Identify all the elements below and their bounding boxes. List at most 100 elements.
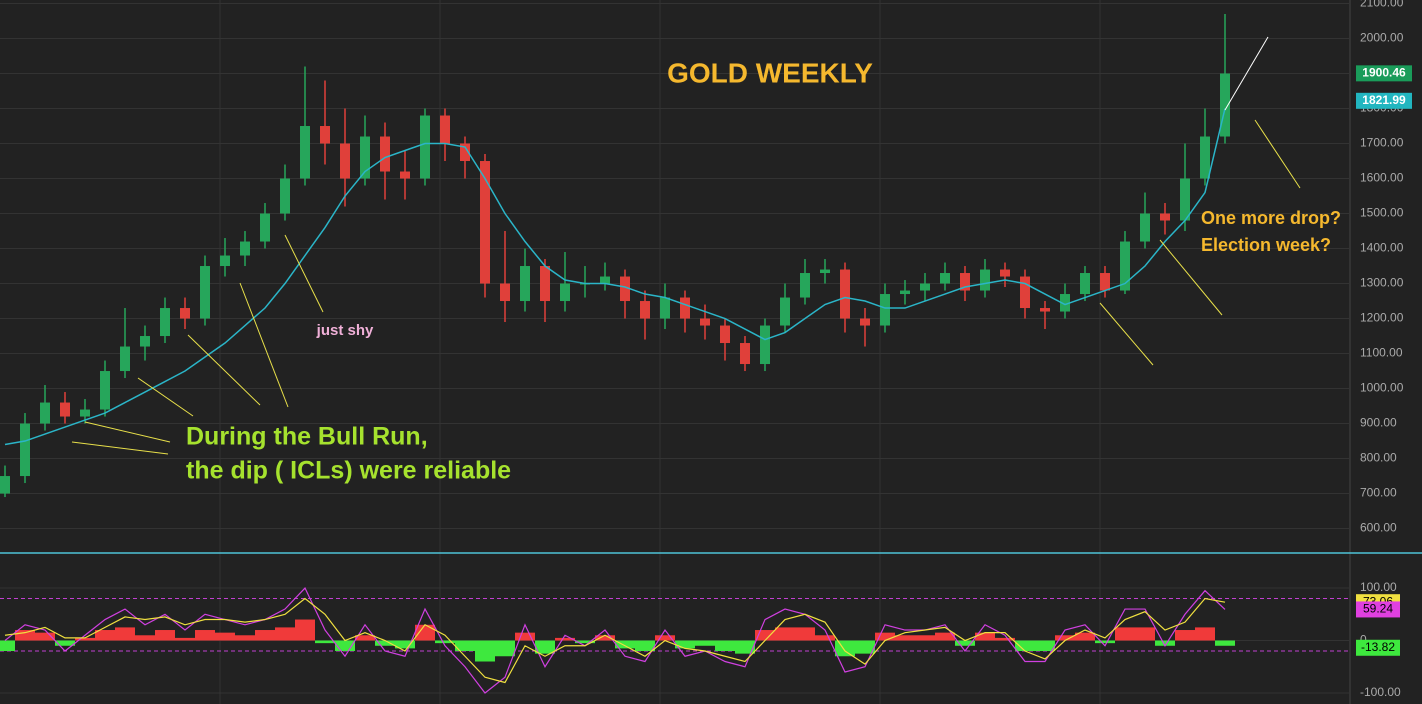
trend-line <box>187 334 261 406</box>
histogram-bar <box>1155 640 1175 646</box>
histogram-bar <box>1095 640 1115 644</box>
candle-body <box>980 269 990 291</box>
trend-line <box>84 421 171 443</box>
histogram-bar <box>455 640 475 652</box>
histogram-bar <box>1055 635 1075 641</box>
histogram-bar <box>195 630 215 641</box>
candle-body <box>500 283 510 302</box>
trend-line <box>1159 239 1223 316</box>
histogram-bar <box>255 630 275 641</box>
histogram-bar <box>435 640 455 644</box>
candle-body <box>1060 294 1070 312</box>
histogram-bar <box>1195 627 1215 641</box>
histogram-bar <box>1175 630 1195 641</box>
histogram-bar <box>415 624 435 641</box>
candle-body <box>860 318 870 326</box>
candle-body <box>800 273 810 298</box>
candle-body <box>1000 269 1010 277</box>
histogram-bar <box>1075 632 1095 641</box>
y-tick-label: -100.00 <box>1360 685 1401 699</box>
histogram-bar <box>615 640 635 649</box>
histogram-bar <box>315 640 335 644</box>
candle-body <box>880 294 890 326</box>
candle-body <box>120 346 130 372</box>
candle-body <box>480 161 490 284</box>
value-tag <box>1356 639 1400 656</box>
candle-body <box>660 297 670 319</box>
annotation: Election week? <box>1201 235 1331 255</box>
y-tick-label: 2100.00 <box>1360 0 1404 10</box>
histogram-bar <box>635 640 655 652</box>
candle-body <box>80 409 90 417</box>
candle-body <box>280 178 290 214</box>
histogram-bar <box>55 640 75 646</box>
histogram-bar <box>755 630 775 641</box>
price-tag <box>1356 92 1412 109</box>
candle-body <box>400 171 410 179</box>
candle-body <box>200 266 210 319</box>
y-tick-label: 1200.00 <box>1360 311 1404 325</box>
y-tick-label: 1300.00 <box>1360 276 1404 290</box>
histogram-bar <box>695 640 715 646</box>
candle-body <box>520 266 530 302</box>
y-tick-label: 600.00 <box>1360 521 1397 535</box>
candle-body <box>1220 73 1230 137</box>
trend-line <box>239 282 289 408</box>
chart-title: GOLD WEEKLY <box>667 57 873 88</box>
histogram-bar <box>295 619 315 641</box>
histogram-bar <box>535 640 555 654</box>
candle-body <box>340 143 350 179</box>
histogram-bar <box>275 627 295 641</box>
y-tick-label: 1400.00 <box>1360 241 1404 255</box>
y-tick-label: 100.00 <box>1360 580 1397 594</box>
candle-body <box>0 476 10 494</box>
histogram-bar <box>135 635 155 641</box>
histogram-bar <box>175 637 195 641</box>
histogram-bar <box>355 635 375 641</box>
y-tick-label: 1700.00 <box>1360 136 1404 150</box>
histogram-bar <box>795 627 815 641</box>
candle-body <box>20 423 30 477</box>
histogram-bar <box>575 640 595 644</box>
candle-body <box>300 126 310 179</box>
y-tick-label: 2000.00 <box>1360 31 1404 45</box>
histogram-bar <box>1035 640 1055 652</box>
histogram-bar <box>715 640 735 652</box>
y-tick-label: 1000.00 <box>1360 381 1404 395</box>
histogram-bar <box>875 632 895 641</box>
annotation: During the Bull Run, <box>186 423 428 451</box>
trend-line <box>137 377 194 417</box>
candle-body <box>720 325 730 344</box>
value-tag-label: -13.82 <box>1361 640 1395 654</box>
candle-body <box>1020 276 1030 309</box>
candle-body <box>320 126 330 144</box>
candle-body <box>460 143 470 162</box>
histogram-bar <box>955 640 975 646</box>
candle-body <box>700 318 710 326</box>
histogram-bar <box>935 632 955 641</box>
candle-body <box>1100 273 1110 291</box>
candle-body <box>640 301 650 319</box>
candle-body <box>420 115 430 179</box>
candle-body <box>780 297 790 326</box>
histogram-bar <box>555 637 575 641</box>
candle-body <box>1120 241 1130 291</box>
histogram-bar <box>335 640 355 652</box>
histogram-bar <box>15 630 35 641</box>
candle-body <box>760 325 770 365</box>
candle-body <box>140 336 150 347</box>
candle-body <box>740 343 750 365</box>
price-tag-label: 1821.99 <box>1362 93 1406 107</box>
histogram-bar <box>235 635 255 641</box>
histogram-bar <box>375 640 395 646</box>
histogram-bar <box>675 640 695 649</box>
candle-body <box>60 402 70 417</box>
candle-body <box>960 273 970 291</box>
y-tick-label: 0 <box>1360 633 1367 647</box>
candle-body <box>260 213 270 242</box>
histogram-bar <box>655 635 675 641</box>
histogram-bar <box>1115 627 1135 641</box>
